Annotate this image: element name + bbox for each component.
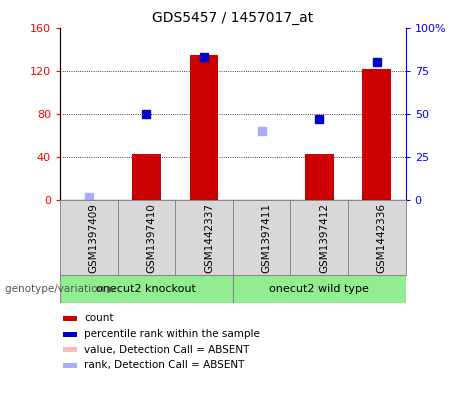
Bar: [60, 200, 118, 275]
Text: onecut2 knockout: onecut2 knockout: [96, 284, 196, 294]
Bar: [233, 200, 290, 275]
Bar: [132, 154, 161, 200]
Bar: [64, 332, 77, 336]
Bar: [348, 200, 406, 275]
Text: value, Detection Call = ABSENT: value, Detection Call = ABSENT: [84, 345, 249, 355]
Title: GDS5457 / 1457017_at: GDS5457 / 1457017_at: [152, 11, 313, 25]
Bar: [64, 347, 77, 352]
Bar: [60, 275, 233, 303]
Bar: [175, 200, 233, 275]
Text: GSM1397411: GSM1397411: [262, 203, 272, 273]
Text: GSM1442337: GSM1442337: [204, 203, 214, 273]
Text: genotype/variation ▶: genotype/variation ▶: [5, 284, 115, 294]
Bar: [64, 316, 77, 321]
Text: count: count: [84, 313, 113, 323]
Bar: [233, 275, 406, 303]
Bar: [290, 200, 348, 275]
Bar: [64, 363, 77, 368]
Text: percentile rank within the sample: percentile rank within the sample: [84, 329, 260, 339]
Text: GSM1397409: GSM1397409: [89, 203, 99, 273]
Bar: [189, 55, 219, 200]
Bar: [362, 68, 391, 200]
Bar: [305, 154, 334, 200]
Text: rank, Detection Call = ABSENT: rank, Detection Call = ABSENT: [84, 360, 244, 371]
Text: GSM1397412: GSM1397412: [319, 203, 329, 273]
Text: GSM1442336: GSM1442336: [377, 203, 387, 273]
Bar: [118, 200, 175, 275]
Text: onecut2 wild type: onecut2 wild type: [269, 284, 369, 294]
Text: GSM1397410: GSM1397410: [146, 203, 156, 273]
